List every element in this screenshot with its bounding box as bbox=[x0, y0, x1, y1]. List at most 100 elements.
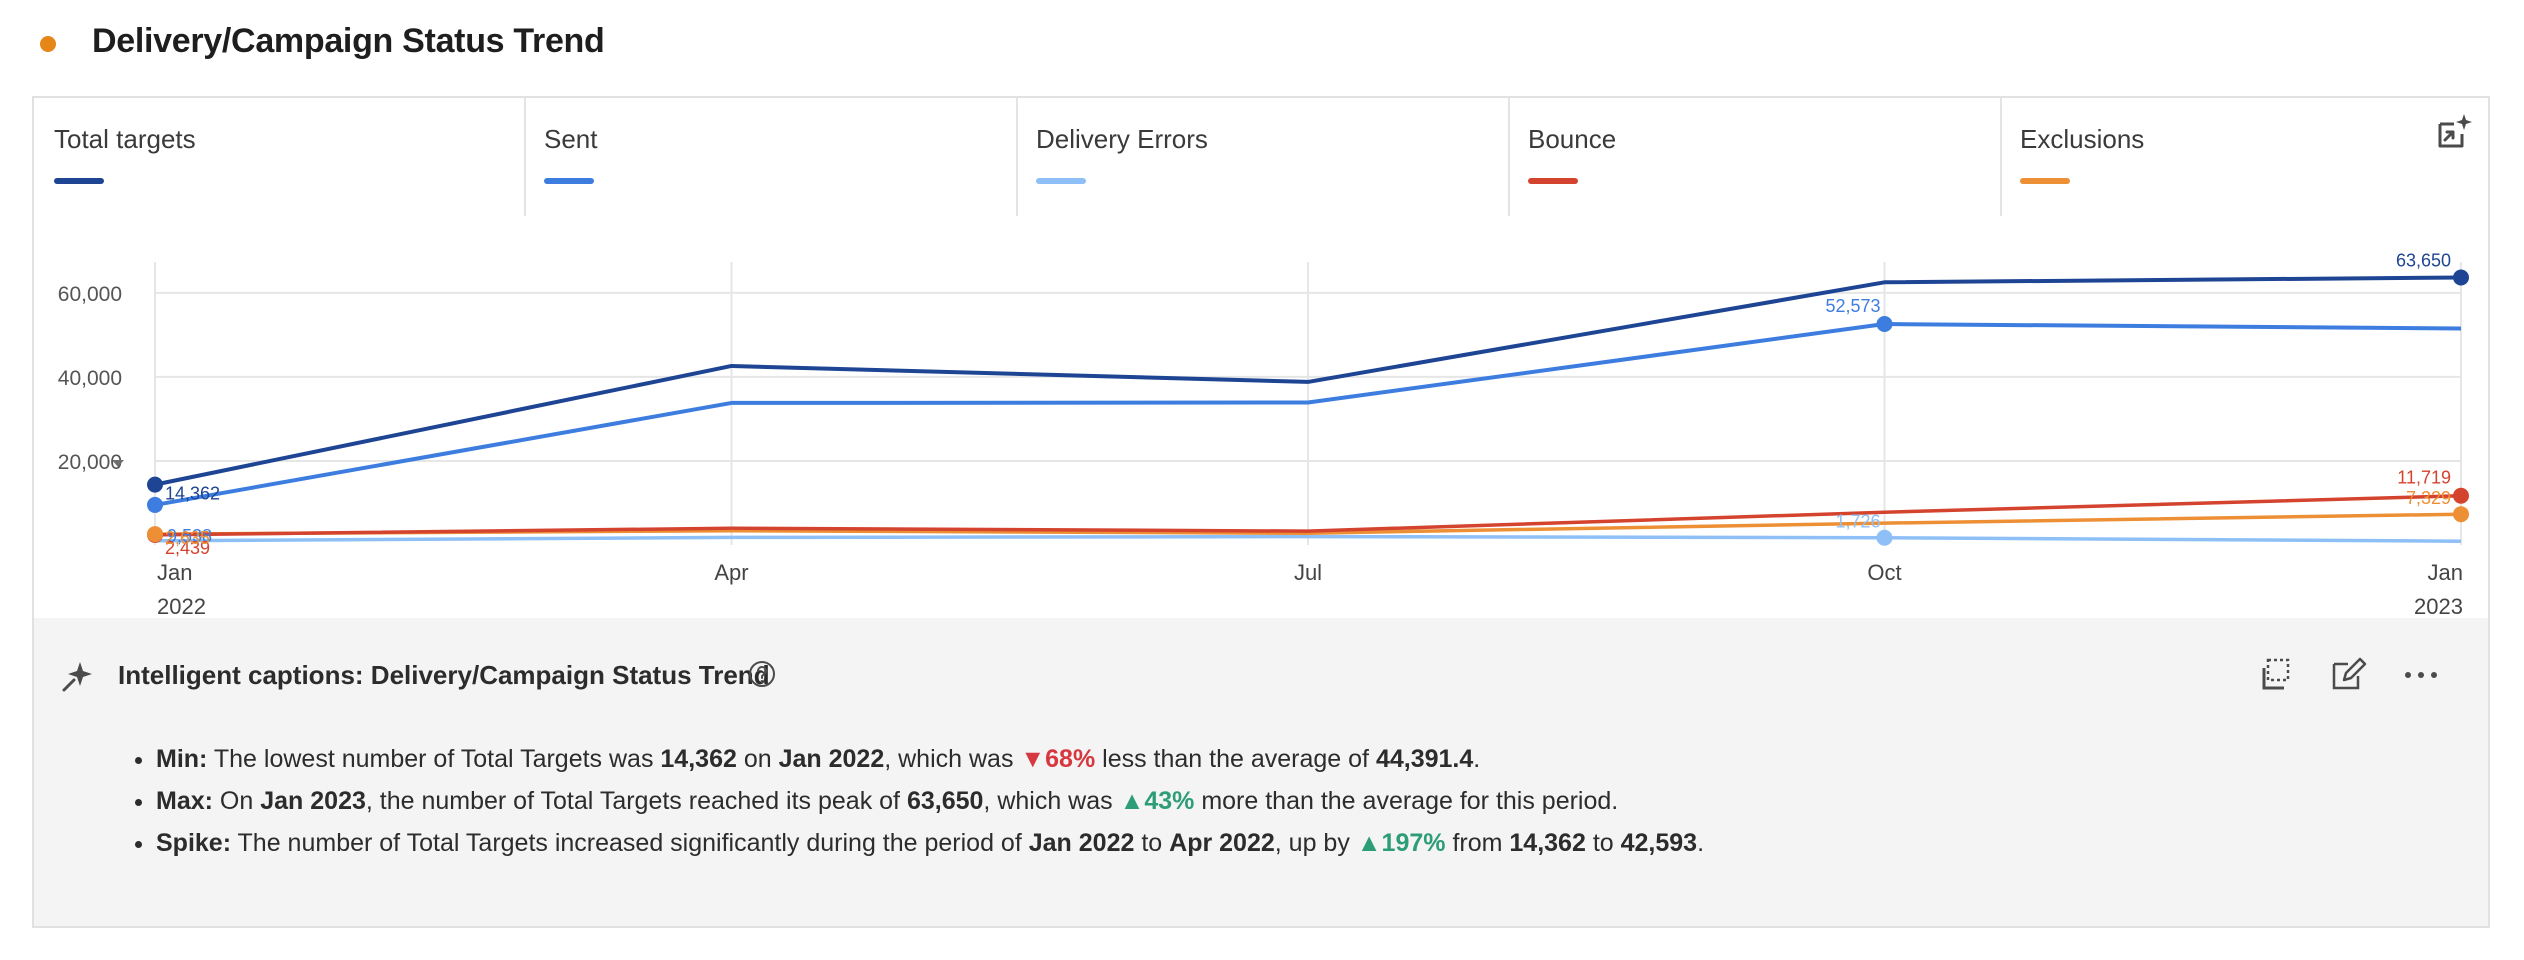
legend-swatch bbox=[54, 178, 104, 184]
series-line bbox=[154, 534, 2462, 543]
data-label: 7,329 bbox=[2406, 488, 2451, 508]
legend-swatch bbox=[1528, 178, 1578, 184]
caption-text: The lowest number of Total Targets was bbox=[213, 745, 654, 773]
more-icon[interactable] bbox=[2398, 652, 2444, 698]
legend-item-bounce[interactable]: Bounce bbox=[1508, 98, 1998, 216]
x-tick-label: Jan bbox=[157, 560, 192, 585]
data-point bbox=[2453, 487, 2469, 504]
status-dot bbox=[40, 36, 56, 52]
caption-value: Jan 2022 bbox=[1028, 829, 1135, 857]
data-point bbox=[147, 476, 163, 493]
x-tick-label: Apr bbox=[714, 560, 748, 585]
legend-item-exclusions[interactable]: Exclusions bbox=[2000, 98, 2490, 216]
line-chart: 20,000 40,000 60,000 Jan 2022 Apr Jul Oct Jan 202… bbox=[58, 250, 2469, 618]
caption-text: . bbox=[1697, 829, 1705, 857]
legend-divider bbox=[1016, 98, 1018, 216]
caption-value: 63,650 bbox=[906, 787, 984, 815]
caption-text: from bbox=[1452, 829, 1503, 857]
caption-value: Jan 2022 bbox=[778, 745, 885, 773]
legend-label: Total targets bbox=[54, 124, 196, 154]
caption-value: Apr 2022 bbox=[1169, 829, 1275, 857]
caption-text: , the number of Total Targets reached it… bbox=[365, 787, 900, 815]
data-label: 52,573 bbox=[1825, 296, 1880, 316]
legend-item-total-targets[interactable]: Total targets bbox=[34, 98, 524, 216]
caption-value: 44,391.4 bbox=[1375, 745, 1474, 773]
caption-text: . bbox=[1473, 745, 1481, 773]
legend: Total targets Sent Delivery Errors Bounc… bbox=[34, 98, 2488, 218]
caption-value: 14,362 bbox=[1509, 829, 1586, 857]
caption-text: The number of Total Targets increased si… bbox=[237, 829, 1022, 857]
y-tick-label: 60,000 bbox=[58, 283, 122, 306]
caption-value: Jan 2023 bbox=[260, 787, 366, 815]
data-point bbox=[1876, 316, 1893, 333]
legend-divider bbox=[2000, 98, 2002, 216]
caption-label: Spike: bbox=[156, 829, 232, 857]
captions-title: Intelligent captions: Delivery/Campaign … bbox=[118, 660, 770, 690]
y-tick-label: 20,000 bbox=[58, 451, 122, 474]
legend-item-delivery-errors[interactable]: Delivery Errors bbox=[1016, 98, 1506, 216]
data-label: 63,650 bbox=[2396, 250, 2451, 270]
intelligent-captions-panel: Intelligent captions: Delivery/Campaign … bbox=[34, 618, 2488, 926]
help-icon[interactable] bbox=[748, 660, 776, 688]
data-label: 2,635 bbox=[165, 528, 210, 548]
caption-value: 42,593 bbox=[1620, 829, 1698, 857]
legend-swatch bbox=[1036, 178, 1086, 184]
series-line bbox=[154, 493, 2462, 537]
legend-label: Delivery Errors bbox=[1036, 124, 1208, 154]
legend-divider bbox=[524, 98, 526, 216]
legend-label: Exclusions bbox=[2020, 124, 2145, 154]
data-label: 11,719 bbox=[2397, 468, 2451, 488]
caption-item-max: Max: On Jan 2023, the number of Total Ta… bbox=[156, 780, 2456, 822]
y-tick-label: 40,000 bbox=[58, 367, 122, 390]
chart-card: Total targets Sent Delivery Errors Bounc… bbox=[32, 96, 2490, 928]
export-insight-icon[interactable] bbox=[2434, 112, 2474, 152]
x-tick-label: 2023 bbox=[2414, 594, 2463, 618]
data-label: 1,726 bbox=[1835, 512, 1880, 532]
caption-item-spike: Spike: The number of Total Targets incre… bbox=[156, 822, 2456, 864]
x-tick-label: 2022 bbox=[157, 594, 206, 618]
caption-text: , which was bbox=[884, 745, 1014, 773]
caption-list: Min: The lowest number of Total Targets … bbox=[118, 738, 2456, 864]
change-down-badge: ▼68% bbox=[1020, 745, 1096, 773]
data-point bbox=[147, 496, 163, 513]
axis-caret-icon bbox=[112, 460, 124, 467]
caption-text: , up by bbox=[1274, 829, 1350, 857]
data-label: 9,538 bbox=[167, 526, 212, 546]
series-line bbox=[154, 275, 2462, 487]
caption-item-min: Min: The lowest number of Total Targets … bbox=[156, 738, 2456, 780]
caption-text: , which was bbox=[983, 787, 1113, 815]
data-point bbox=[2453, 506, 2469, 523]
header: Delivery/Campaign Status Trend bbox=[0, 0, 2524, 96]
legend-label: Bounce bbox=[1528, 124, 1617, 154]
edit-icon[interactable] bbox=[2326, 652, 2372, 698]
data-label: 14,362 bbox=[165, 484, 220, 504]
caption-text: to bbox=[1592, 829, 1614, 857]
data-point bbox=[2453, 269, 2469, 286]
legend-divider bbox=[1508, 98, 1510, 216]
page-title: Delivery/Campaign Status Trend bbox=[92, 22, 605, 60]
legend-label: Sent bbox=[544, 124, 598, 154]
series-line bbox=[154, 322, 2462, 507]
data-point bbox=[1876, 529, 1893, 546]
chart-area: 20,000 40,000 60,000 Jan 2022 Apr Jul Oct Jan 202… bbox=[34, 218, 2488, 618]
change-up-badge: ▲43% bbox=[1119, 787, 1195, 815]
x-tick-label: Oct bbox=[1867, 560, 1901, 585]
caption-text: more than the average for this period. bbox=[1201, 787, 1619, 815]
copy-icon[interactable] bbox=[2254, 652, 2300, 698]
legend-item-sent[interactable]: Sent bbox=[524, 98, 1014, 216]
caption-text: less than the average of bbox=[1102, 745, 1369, 773]
caption-text: to bbox=[1141, 829, 1163, 857]
data-label: 2,439 bbox=[165, 538, 210, 558]
caption-label: Max: bbox=[156, 787, 213, 815]
caption-value: 14,362 bbox=[660, 745, 737, 773]
caption-label: Min: bbox=[156, 745, 208, 773]
x-tick-label: Jan bbox=[2428, 560, 2463, 585]
caption-text: On bbox=[219, 787, 254, 815]
x-tick-label: Jul bbox=[1294, 560, 1322, 585]
legend-swatch bbox=[2020, 178, 2070, 184]
caption-actions bbox=[2254, 652, 2454, 698]
change-up-badge: ▲197% bbox=[1356, 829, 1446, 857]
legend-swatch bbox=[544, 178, 594, 184]
sparkle-icon bbox=[62, 662, 92, 692]
data-point bbox=[147, 526, 163, 543]
